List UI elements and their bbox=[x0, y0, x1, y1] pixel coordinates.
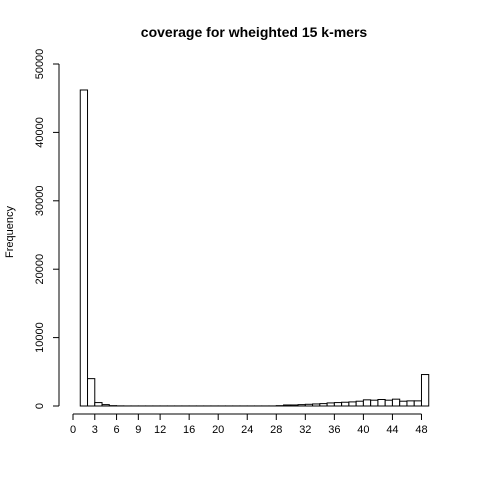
histogram-bar bbox=[94, 402, 103, 407]
histogram-bar bbox=[101, 404, 110, 407]
x-tick-label: 3 bbox=[92, 424, 98, 436]
histogram-bar bbox=[304, 403, 314, 407]
histogram-bar bbox=[319, 403, 328, 407]
y-tick-label: 40000 bbox=[34, 117, 46, 148]
x-tick-label: 6 bbox=[113, 424, 119, 436]
histogram-bar bbox=[362, 399, 372, 407]
x-tick-label: 44 bbox=[386, 424, 398, 436]
x-tick-label: 36 bbox=[328, 424, 340, 436]
y-axis-label: Frequency bbox=[4, 206, 16, 258]
histogram-bar bbox=[413, 400, 422, 407]
y-tick-label: 0 bbox=[34, 403, 46, 409]
histogram-bar bbox=[290, 404, 299, 407]
histogram-bar bbox=[399, 400, 408, 407]
x-tick-label: 28 bbox=[270, 424, 282, 436]
bars-group bbox=[79, 89, 430, 407]
x-tick-label: 16 bbox=[183, 424, 195, 436]
histogram-bar bbox=[384, 399, 393, 407]
y-tick-label: 20000 bbox=[34, 254, 46, 285]
x-tick-label: 20 bbox=[212, 424, 224, 436]
histogram-bar bbox=[87, 378, 96, 407]
histogram-bar bbox=[348, 401, 357, 407]
histogram-bar bbox=[377, 399, 386, 407]
y-tick-label: 30000 bbox=[34, 186, 46, 217]
histogram-bar bbox=[283, 404, 292, 407]
y-tick-label: 10000 bbox=[34, 322, 46, 353]
x-tick-label: 32 bbox=[299, 424, 311, 436]
histogram-bar bbox=[326, 402, 335, 407]
histogram-bar bbox=[391, 398, 401, 407]
histogram-bar bbox=[355, 400, 364, 407]
x-tick-label: 48 bbox=[415, 424, 427, 436]
histogram-bar bbox=[406, 400, 415, 407]
histogram-bar bbox=[79, 89, 89, 407]
histogram-bar bbox=[333, 402, 343, 407]
histogram-bar bbox=[370, 399, 379, 407]
histogram-bar bbox=[341, 401, 350, 407]
y-axis: 0 10000 20000 30000 40000 50000 bbox=[34, 49, 60, 409]
x-axis: 0 3 6 9 12 16 20 24 28 32 36 40 44 48 bbox=[70, 413, 428, 436]
x-tick-label: 40 bbox=[357, 424, 369, 436]
histogram-bar bbox=[312, 403, 321, 407]
x-tick-label: 0 bbox=[70, 424, 76, 436]
y-tick-label: 50000 bbox=[34, 49, 46, 80]
x-tick-label: 12 bbox=[154, 424, 166, 436]
chart-title: coverage for wheighted 15 k-mers bbox=[141, 24, 368, 40]
histogram-bar bbox=[297, 404, 306, 407]
x-tick-label: 24 bbox=[241, 424, 253, 436]
histogram-bar bbox=[420, 374, 430, 407]
x-tick-label: 9 bbox=[135, 424, 141, 436]
